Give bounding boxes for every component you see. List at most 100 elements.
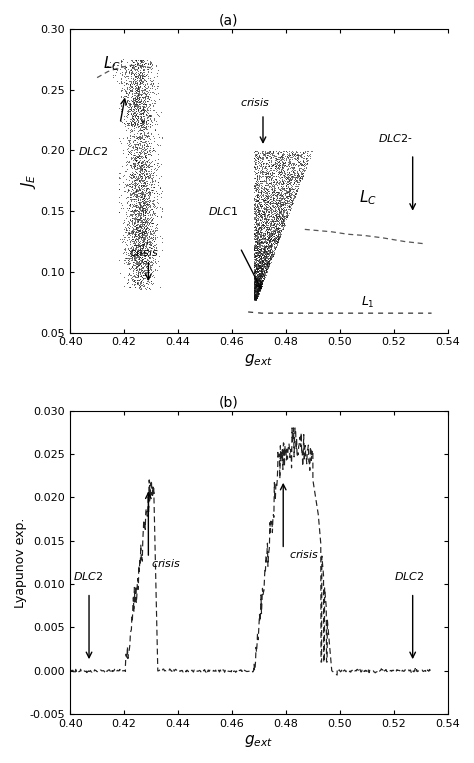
- Point: [266, 253, 273, 265]
- Point: [136, 169, 144, 181]
- Point: [132, 200, 139, 212]
- Point: [262, 196, 270, 208]
- Point: [251, 286, 258, 298]
- Point: [138, 179, 146, 191]
- Point: [141, 237, 148, 250]
- Point: [137, 262, 145, 275]
- Point: [294, 182, 302, 194]
- Point: [128, 251, 136, 263]
- Point: [133, 132, 140, 144]
- Point: [139, 76, 146, 88]
- Point: [290, 156, 297, 169]
- Point: [122, 85, 129, 97]
- Point: [143, 89, 150, 101]
- Point: [287, 168, 294, 180]
- Point: [148, 233, 156, 246]
- Point: [257, 281, 264, 293]
- Point: [255, 287, 262, 299]
- Point: [254, 280, 262, 292]
- Point: [142, 57, 149, 69]
- Point: [137, 239, 144, 251]
- Point: [134, 275, 141, 287]
- Point: [254, 288, 262, 300]
- Point: [264, 208, 272, 221]
- Point: [264, 257, 271, 269]
- Point: [129, 56, 137, 68]
- Point: [126, 79, 134, 91]
- Point: [268, 146, 276, 159]
- Point: [139, 105, 146, 117]
- Point: [268, 247, 275, 259]
- Point: [295, 172, 303, 185]
- Point: [279, 162, 286, 174]
- Point: [261, 232, 269, 244]
- Point: [257, 171, 265, 183]
- Point: [256, 257, 264, 269]
- Point: [260, 247, 267, 259]
- Point: [252, 195, 260, 208]
- Point: [137, 135, 145, 147]
- Point: [255, 278, 263, 290]
- Point: [265, 230, 273, 243]
- Point: [256, 262, 264, 274]
- Point: [256, 260, 264, 272]
- Point: [289, 171, 297, 183]
- Point: [137, 95, 145, 107]
- Point: [136, 192, 144, 204]
- Point: [257, 251, 264, 263]
- Point: [131, 83, 139, 95]
- Point: [253, 274, 261, 286]
- Point: [275, 186, 283, 198]
- Point: [130, 182, 137, 195]
- Point: [256, 268, 264, 280]
- Point: [254, 146, 262, 158]
- Point: [127, 152, 135, 164]
- Point: [268, 229, 276, 241]
- Point: [273, 224, 281, 237]
- Point: [120, 62, 128, 74]
- Point: [140, 235, 147, 247]
- Point: [251, 275, 258, 287]
- Point: [250, 248, 257, 260]
- Point: [138, 55, 146, 67]
- Point: [134, 104, 142, 116]
- Point: [130, 231, 137, 243]
- Point: [144, 127, 151, 140]
- Point: [253, 246, 261, 258]
- Point: [291, 174, 298, 186]
- Point: [137, 167, 145, 179]
- Point: [141, 220, 149, 232]
- Point: [257, 236, 264, 248]
- Point: [126, 246, 134, 259]
- Point: [138, 72, 146, 85]
- Point: [294, 160, 302, 172]
- Point: [274, 236, 282, 248]
- Point: [139, 99, 146, 111]
- Point: [252, 211, 260, 223]
- Point: [150, 191, 158, 203]
- Point: [135, 236, 142, 248]
- Point: [135, 278, 142, 291]
- Point: [253, 273, 260, 285]
- Point: [140, 143, 148, 156]
- Point: [145, 57, 152, 69]
- Point: [142, 239, 150, 251]
- Point: [293, 169, 301, 181]
- Point: [143, 157, 150, 169]
- Point: [146, 185, 154, 198]
- Point: [256, 243, 264, 255]
- Point: [271, 227, 279, 239]
- Point: [130, 128, 138, 140]
- Point: [139, 121, 147, 134]
- Point: [123, 233, 131, 246]
- Point: [254, 201, 262, 214]
- Point: [268, 228, 275, 240]
- Point: [137, 113, 145, 125]
- Point: [141, 266, 148, 278]
- Point: [273, 156, 280, 169]
- Point: [141, 225, 149, 237]
- Point: [258, 257, 266, 269]
- Point: [127, 208, 134, 221]
- Point: [140, 221, 147, 233]
- Point: [257, 255, 264, 267]
